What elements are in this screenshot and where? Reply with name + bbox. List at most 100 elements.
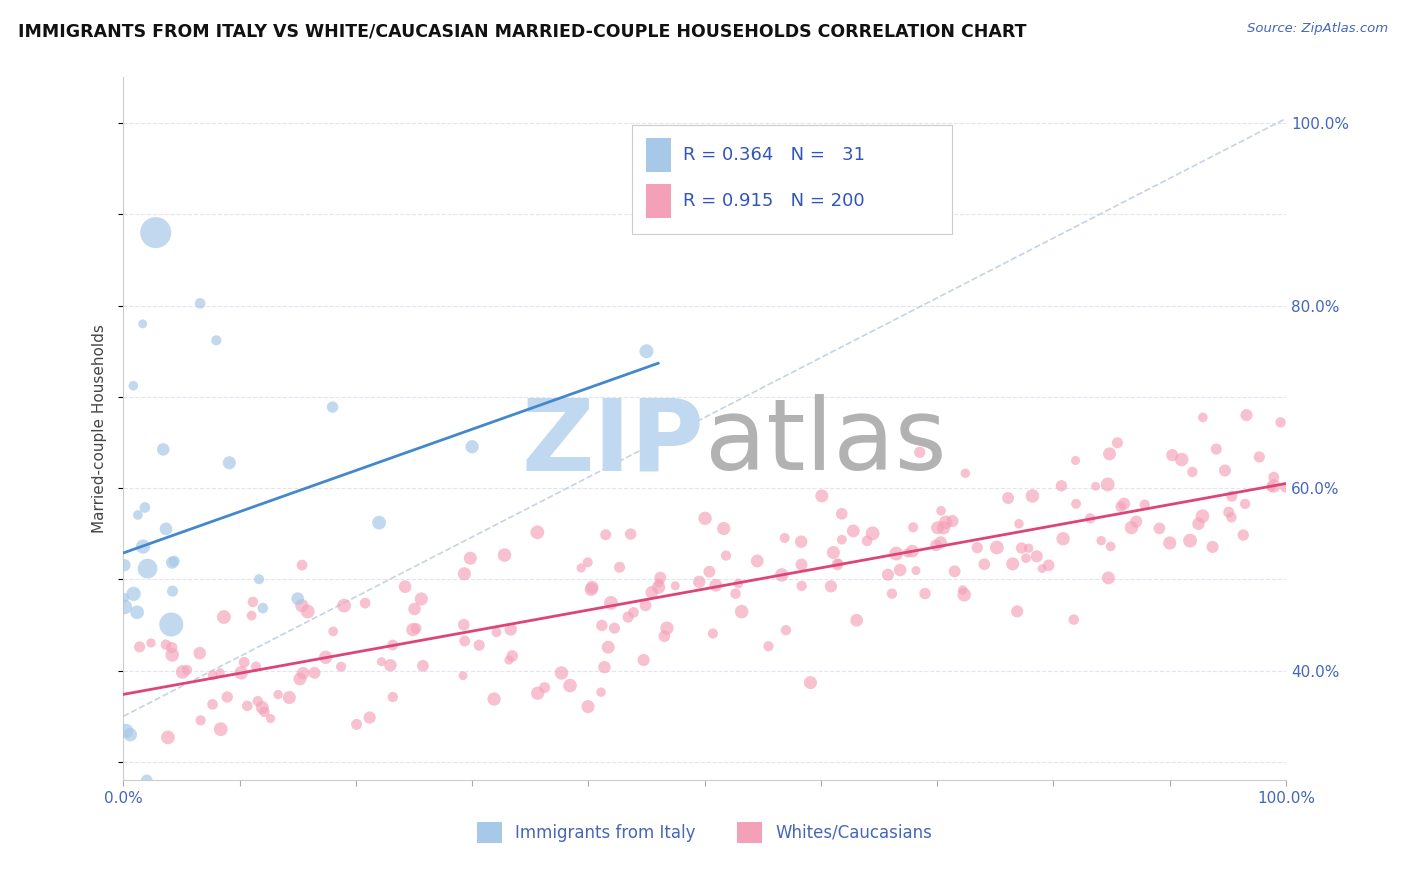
Point	[288, 672, 311, 686]
Point	[1201, 540, 1223, 554]
Point	[1236, 408, 1258, 422]
Point	[252, 700, 274, 714]
Point	[997, 491, 1019, 505]
Point	[896, 546, 918, 560]
Point	[322, 624, 344, 639]
Point	[986, 541, 1008, 555]
Point	[704, 578, 727, 592]
Point	[1218, 505, 1240, 519]
Point	[217, 690, 239, 704]
Point	[453, 617, 475, 632]
Point	[1220, 510, 1243, 524]
Point	[359, 710, 381, 724]
Point	[775, 624, 797, 638]
Point	[823, 545, 845, 559]
Point	[1263, 470, 1285, 484]
Point	[494, 548, 516, 562]
Point	[252, 601, 274, 615]
Point	[641, 585, 664, 599]
Point	[499, 623, 522, 637]
Point	[799, 675, 821, 690]
Text: R = 0.364   N =   31: R = 0.364 N = 31	[683, 145, 865, 164]
Point	[820, 579, 842, 593]
Point	[381, 690, 404, 704]
Point	[747, 554, 769, 568]
Point	[1133, 498, 1156, 512]
Point	[346, 717, 368, 731]
Point	[609, 560, 631, 574]
Point	[188, 296, 211, 310]
Point	[122, 587, 145, 601]
Point	[966, 541, 988, 555]
Point	[201, 668, 224, 682]
Point	[156, 731, 179, 745]
Point	[1234, 497, 1257, 511]
Point	[1213, 463, 1236, 477]
Point	[648, 576, 671, 591]
Point	[1050, 479, 1073, 493]
Y-axis label: Married-couple Households: Married-couple Households	[93, 325, 107, 533]
Point	[730, 605, 752, 619]
Point	[292, 666, 315, 681]
Point	[634, 599, 657, 613]
Point	[1031, 561, 1053, 575]
Point	[953, 588, 976, 602]
Point	[1063, 613, 1085, 627]
Point	[790, 558, 813, 572]
Point	[135, 773, 157, 788]
Point	[593, 660, 616, 674]
Point	[724, 587, 747, 601]
Point	[1011, 541, 1033, 555]
Point	[941, 514, 963, 528]
Point	[114, 591, 136, 605]
Point	[139, 636, 162, 650]
Point	[291, 558, 314, 572]
Point	[1064, 453, 1087, 467]
Point	[1018, 541, 1040, 556]
Point	[1159, 536, 1181, 550]
Point	[1232, 528, 1254, 542]
Point	[1191, 509, 1213, 524]
Point	[1084, 479, 1107, 493]
Point	[114, 599, 136, 614]
Point	[1005, 604, 1028, 618]
Point	[1274, 480, 1296, 494]
Point	[827, 556, 849, 570]
Point	[1107, 435, 1129, 450]
Point	[368, 516, 391, 530]
Point	[650, 570, 672, 584]
Point	[889, 563, 911, 577]
Point	[1097, 477, 1119, 491]
Point	[160, 640, 183, 655]
Point	[1161, 448, 1184, 462]
Point	[404, 602, 426, 616]
Point	[943, 565, 966, 579]
Point	[862, 526, 884, 541]
Text: Source: ZipAtlas.com: Source: ZipAtlas.com	[1247, 22, 1388, 36]
Point	[901, 520, 924, 534]
Point	[1187, 516, 1209, 531]
Point	[600, 596, 623, 610]
Point	[845, 613, 868, 627]
Point	[654, 629, 676, 643]
Point	[1025, 549, 1047, 564]
Point	[884, 547, 907, 561]
Point	[176, 663, 198, 677]
Point	[485, 625, 508, 640]
Point	[246, 694, 269, 708]
Point	[591, 618, 613, 632]
Point	[155, 522, 177, 536]
Point	[259, 712, 281, 726]
Point	[267, 688, 290, 702]
Text: ZIP: ZIP	[522, 394, 704, 491]
Point	[693, 511, 716, 525]
Point	[633, 653, 655, 667]
Point	[172, 665, 194, 679]
Point	[160, 648, 183, 662]
Point	[1078, 511, 1101, 525]
Point	[125, 605, 148, 619]
Point	[136, 561, 159, 575]
Point	[856, 533, 879, 548]
Point	[842, 524, 865, 538]
Point	[620, 527, 643, 541]
